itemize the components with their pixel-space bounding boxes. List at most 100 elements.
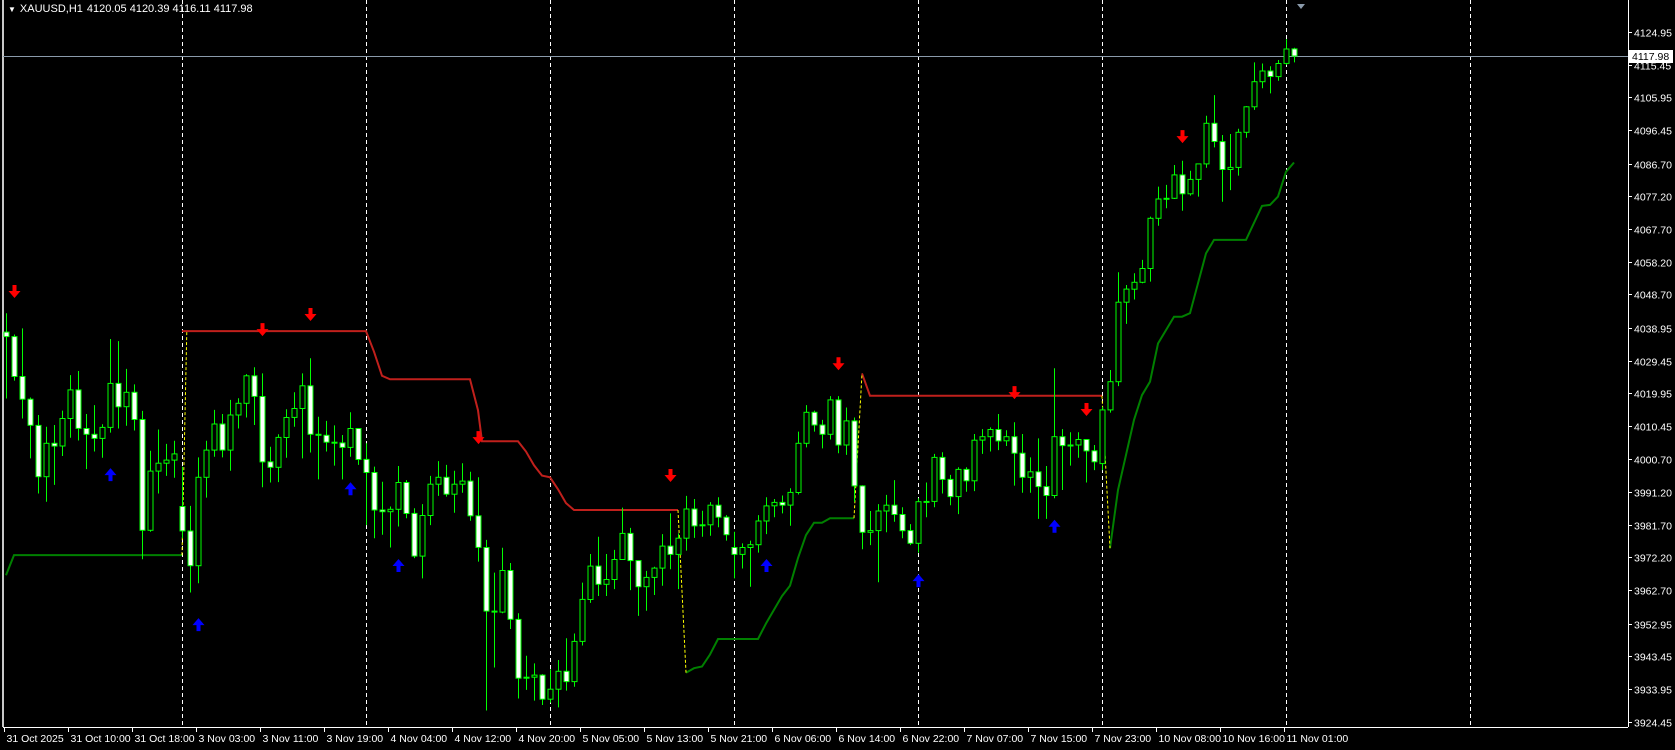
- candle-body: [1267, 70, 1274, 77]
- candle: [1243, 106, 1250, 138]
- candle-body: [611, 559, 618, 580]
- transition-line: [677, 509, 687, 673]
- candle-body: [443, 476, 450, 495]
- candle: [1075, 432, 1082, 458]
- candle: [891, 480, 898, 522]
- candle: [419, 504, 426, 579]
- sell-arrow-icon: [1008, 386, 1021, 400]
- buy-arrow-icon: [392, 558, 405, 572]
- candle: [283, 409, 290, 458]
- candle: [963, 467, 970, 492]
- candle-body: [579, 598, 586, 642]
- candle-body: [299, 385, 306, 409]
- time-tick-label: 4 Nov 12:00: [455, 733, 512, 745]
- candle-body: [171, 453, 178, 461]
- candle-body: [99, 426, 106, 439]
- candle-body: [131, 391, 138, 420]
- candle-body: [1099, 409, 1106, 465]
- candle-body: [1115, 301, 1122, 383]
- candle: [427, 475, 434, 526]
- time-tick-label: 6 Nov 22:00: [903, 733, 960, 745]
- candle-body: [51, 442, 58, 447]
- candle-body: [1019, 452, 1026, 478]
- price-tick-label: 3933.95: [1634, 685, 1672, 697]
- candle-body: [851, 420, 858, 487]
- price-axis[interactable]: 4124.95 4115.45 4105.95 4096.45 4086.70 4077.…: [1628, 28, 1672, 730]
- candle-body: [315, 433, 322, 436]
- candle: [19, 328, 26, 419]
- candle-body: [795, 442, 802, 493]
- candle: [243, 374, 250, 418]
- candle: [843, 407, 850, 455]
- candle-body: [1283, 48, 1290, 64]
- candle: [1067, 432, 1074, 466]
- candle-body: [811, 411, 818, 426]
- candle: [635, 560, 642, 616]
- candle-body: [499, 570, 506, 613]
- candle: [11, 334, 18, 381]
- candle-body: [411, 512, 418, 557]
- candle: [995, 414, 1002, 451]
- candle: [515, 613, 522, 699]
- time-tick-label: 5 Nov 13:00: [647, 733, 704, 745]
- ohlc-readout: 4120.05 4120.39 4116.11 4117.98: [86, 3, 253, 15]
- candle: [275, 434, 282, 483]
- candle: [59, 410, 66, 456]
- candle-body: [107, 382, 114, 428]
- candle-body: [1195, 163, 1202, 180]
- candle: [499, 547, 506, 614]
- candle-body: [1203, 122, 1210, 165]
- candle-body: [963, 468, 970, 482]
- candle-body: [355, 428, 362, 460]
- candle: [675, 533, 682, 590]
- candle-body: [59, 418, 66, 447]
- candle-body: [387, 508, 394, 513]
- time-tick-label: 5 Nov 21:00: [711, 733, 768, 745]
- price-tick-label: 3991.20: [1634, 488, 1672, 500]
- candle: [571, 633, 578, 687]
- candle: [267, 446, 274, 483]
- candle: [1179, 160, 1186, 211]
- candle-body: [291, 408, 298, 418]
- candle-body: [83, 428, 90, 435]
- candle: [491, 572, 498, 668]
- price-tick-label: 4077.20: [1634, 192, 1672, 204]
- time-tick-label: 6 Nov 06:00: [775, 733, 832, 745]
- price-tick-label: 3952.95: [1634, 620, 1672, 632]
- time-axis[interactable]: 31 Oct 2025 31 Oct 10:00 31 Oct 18:00 3 Nov…: [4, 727, 1349, 745]
- candle: [747, 540, 754, 587]
- buy-arrow-icon: [1048, 519, 1061, 533]
- candle: [331, 425, 338, 466]
- candle: [547, 669, 554, 703]
- price-tick-label: 4096.45: [1634, 126, 1672, 138]
- candle-body: [195, 476, 202, 567]
- candle: [43, 426, 50, 502]
- candle-body: [267, 461, 274, 468]
- chart-header: ▼ XAUUSD,H1 4120.05 4120.39 4116.11 4117…: [8, 3, 253, 15]
- candle: [643, 570, 650, 611]
- candle: [323, 420, 330, 452]
- candle-body: [91, 433, 98, 439]
- candle-body: [667, 545, 674, 555]
- candle: [715, 497, 722, 528]
- candle-body: [187, 530, 194, 567]
- time-tick-label: 10 Nov 16:00: [1223, 733, 1286, 745]
- candle-body: [1187, 178, 1194, 195]
- candle-body: [243, 375, 250, 404]
- candle: [827, 396, 834, 440]
- signal-arrows: [8, 130, 1189, 632]
- triangle-down-icon[interactable]: ▼: [8, 4, 16, 14]
- candle: [771, 499, 778, 518]
- candle: [315, 416, 322, 480]
- sell-arrow-icon: [8, 284, 21, 298]
- candle-body: [235, 402, 242, 416]
- candle: [155, 429, 162, 494]
- candle-body: [971, 439, 978, 482]
- candle: [1251, 62, 1258, 110]
- candle-body: [523, 676, 530, 679]
- candle-body: [779, 501, 786, 506]
- chart-shift-marker-icon[interactable]: [1297, 4, 1305, 9]
- candle: [107, 339, 114, 433]
- candle: [1235, 128, 1242, 176]
